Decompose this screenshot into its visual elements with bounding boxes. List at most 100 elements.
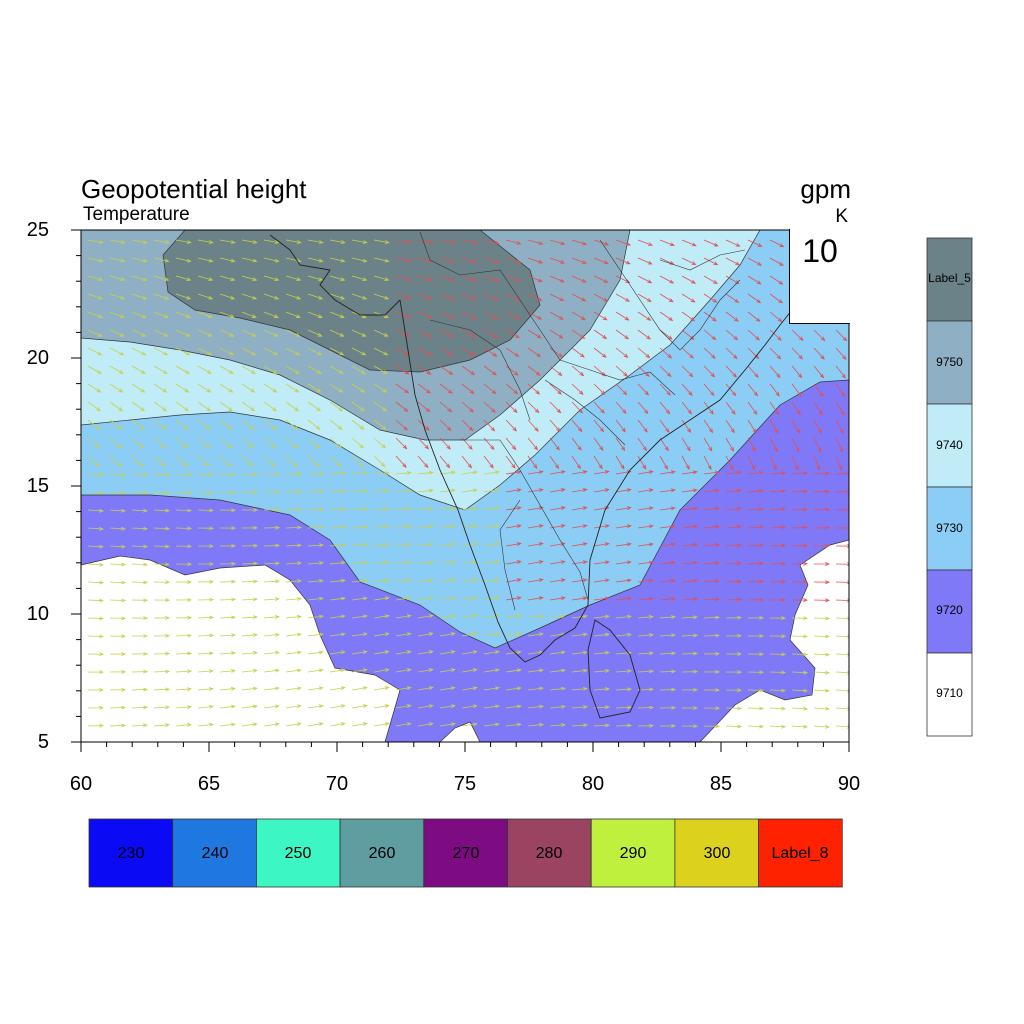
wind-vector-head	[735, 242, 741, 247]
wind-vector-head	[825, 724, 830, 729]
wind-vector-head	[406, 650, 412, 654]
wind-vector-head	[774, 428, 779, 434]
wind-vector	[549, 239, 565, 245]
wind-vector-head	[119, 314, 125, 318]
wind-vector	[505, 437, 516, 450]
wind-vector	[109, 365, 124, 374]
wind-vector	[659, 293, 674, 303]
wind-vector	[439, 489, 455, 493]
wind-vector-head	[231, 633, 236, 638]
wind-vector	[109, 419, 123, 430]
wind-vector	[373, 723, 389, 727]
wind-vector-head	[604, 650, 610, 655]
wind-vector	[813, 455, 821, 470]
wind-vector-head	[121, 544, 127, 549]
wind-vector	[351, 561, 367, 565]
wind-vector-head	[251, 332, 257, 337]
wind-vector	[417, 705, 433, 709]
wind-vector	[131, 293, 147, 300]
wind-vector-head	[428, 296, 434, 300]
wind-vector-head	[99, 670, 105, 675]
wind-vector-head	[516, 488, 522, 493]
wind-vector-head	[781, 543, 787, 548]
wind-vector-head	[773, 447, 778, 453]
wind-vector-head	[252, 295, 258, 300]
wind-vector-head	[582, 560, 588, 565]
wind-vector	[725, 508, 741, 511]
wind-vector	[87, 239, 103, 244]
wind-vector-head	[428, 488, 434, 493]
wind-vector-head	[583, 723, 588, 728]
wind-vector	[483, 471, 499, 475]
wind-vector	[615, 293, 630, 302]
wind-vector	[87, 293, 103, 300]
wind-vector	[197, 634, 214, 637]
wind-vector	[351, 365, 366, 374]
wind-vector	[285, 293, 301, 300]
wind-vector	[395, 687, 411, 691]
wind-vector	[637, 670, 653, 673]
wind-vector	[351, 705, 367, 709]
wind-vector	[109, 491, 125, 494]
wind-vector-head	[184, 407, 190, 412]
wind-vector	[659, 365, 672, 377]
coastline	[269, 231, 849, 719]
wind-vector-head	[759, 615, 765, 620]
wind-vector	[329, 383, 343, 393]
wind-vector	[769, 383, 780, 397]
wind-vector-head	[163, 332, 169, 337]
wind-vector	[417, 507, 433, 511]
wind-vector-head	[604, 596, 610, 601]
wind-vector	[373, 543, 389, 547]
wind-vector-head	[318, 277, 324, 281]
wind-vector	[373, 293, 389, 300]
wind-vector-head	[317, 314, 323, 318]
wind-vector	[131, 563, 148, 566]
wind-vector	[329, 579, 345, 583]
wind-vector-head	[428, 722, 434, 727]
wind-vector	[395, 705, 411, 709]
wind-vector	[131, 689, 148, 691]
wind-vector-head	[253, 508, 259, 512]
wind-vector-head	[494, 524, 500, 529]
wind-vector	[681, 616, 697, 619]
wind-vector-head	[734, 280, 740, 285]
wind-vector	[285, 257, 301, 262]
wind-vector-head	[494, 632, 500, 637]
wind-vector-head	[120, 240, 126, 244]
wind-vector	[109, 383, 123, 393]
wind-vector-head	[209, 687, 214, 691]
wind-vector	[395, 669, 411, 673]
wind-vector-head	[781, 507, 786, 512]
wind-vector	[571, 651, 587, 655]
wind-vector-head	[752, 428, 757, 434]
height-colorbar	[926, 237, 973, 737]
wind-vector-head	[538, 632, 544, 637]
wind-vector-head	[578, 408, 584, 414]
wind-vector	[527, 543, 543, 547]
wind-vector	[483, 311, 498, 320]
wind-vector-head	[825, 688, 830, 693]
wind-vector	[483, 705, 499, 709]
wind-vector-head	[275, 561, 281, 566]
wind-vector	[461, 257, 477, 263]
wind-vector	[87, 527, 103, 530]
wind-vector	[153, 706, 169, 709]
wind-vector	[131, 347, 146, 356]
wind-vector	[769, 707, 786, 710]
wind-vector	[527, 597, 543, 601]
wind-vector-head	[472, 632, 478, 636]
wind-vector-head	[297, 543, 303, 548]
wind-vector	[417, 651, 433, 655]
wind-vector-head	[227, 425, 233, 430]
wind-vector-head	[825, 471, 830, 476]
wind-vector-head	[470, 352, 476, 357]
wind-vector-head	[140, 407, 146, 412]
wind-vector-head	[556, 427, 561, 433]
wind-vector	[791, 671, 808, 674]
wind-vector-head	[842, 336, 848, 342]
temperature-colorbar-box	[423, 818, 508, 888]
wind-vector-head	[253, 472, 259, 477]
wind-vector-head	[647, 260, 653, 265]
wind-vector-head	[450, 524, 456, 529]
